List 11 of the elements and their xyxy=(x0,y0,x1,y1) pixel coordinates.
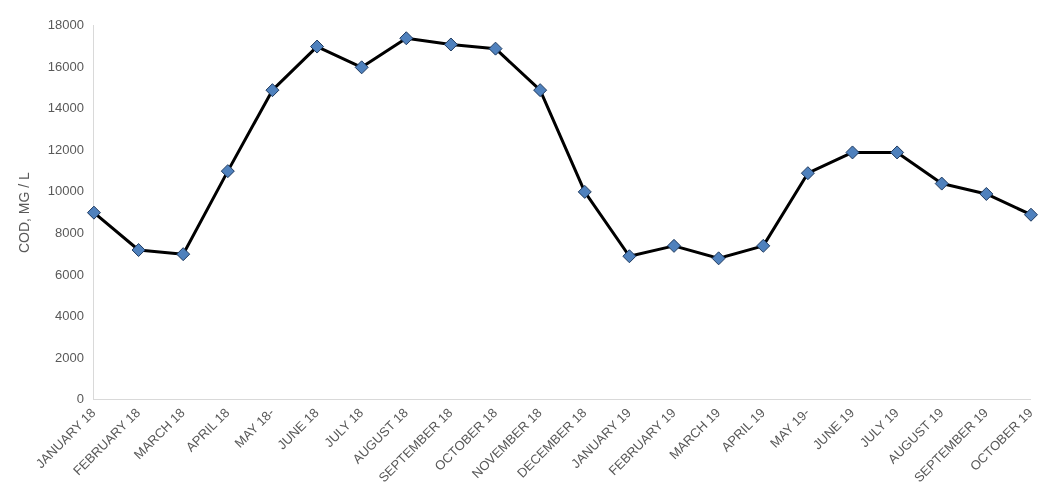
y-axis-title: COD, MG / L xyxy=(16,171,33,254)
y-tick-label: 12000 xyxy=(47,141,84,157)
y-tick-label: 14000 xyxy=(47,100,84,116)
y-tick-label: 4000 xyxy=(55,308,84,324)
y-tick-label: 6000 xyxy=(55,266,84,282)
y-tick-label: 8000 xyxy=(55,224,84,240)
y-tick-label: 2000 xyxy=(55,349,84,365)
y-tick-label: 18000 xyxy=(47,17,84,33)
y-tick-label: 0 xyxy=(76,391,84,407)
y-tick-label: 10000 xyxy=(47,183,84,199)
y-tick-label: 16000 xyxy=(47,58,84,74)
